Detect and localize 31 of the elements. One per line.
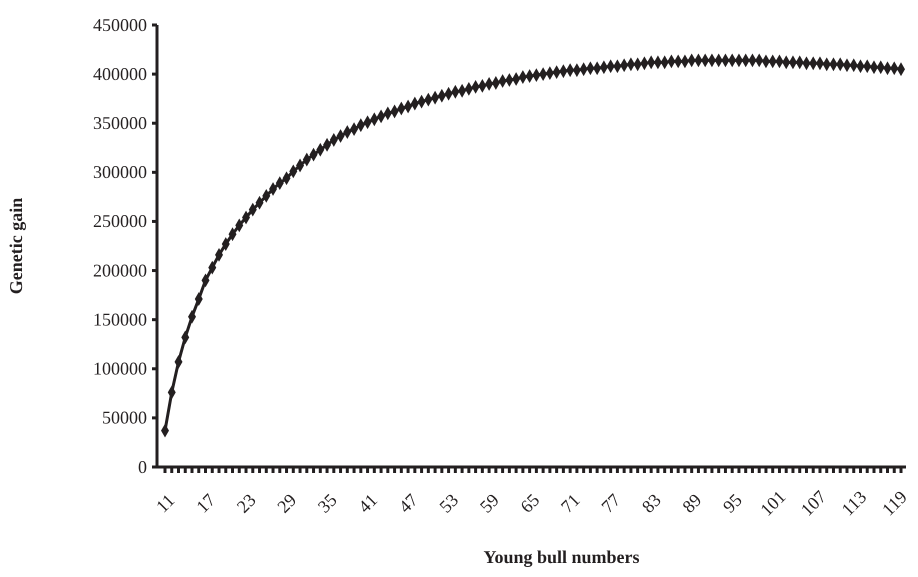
x-tick-label: 95 [718,490,746,517]
x-tick-label: 53 [435,490,462,517]
x-tick-label: 35 [314,490,341,517]
y-tick-label: 400000 [93,64,147,84]
x-tick-label: 77 [597,490,624,517]
x-tick-label: 83 [638,490,665,517]
x-tick-label: 119 [878,486,911,520]
x-tick-label: 101 [756,486,790,520]
x-tick-label: 23 [232,490,260,517]
x-tick-label: 29 [273,490,300,517]
x-tick-label: 113 [838,486,870,520]
y-tick-label: 250000 [93,211,147,232]
y-axis-title: Genetic gain [6,198,26,294]
y-tick-label: 0 [138,456,147,477]
x-tick-label: 17 [192,490,220,517]
x-tick-label: 71 [556,490,584,517]
y-tick-label: 450000 [93,14,147,35]
x-tick-label: 65 [516,490,544,517]
y-tick-label: 300000 [93,162,147,182]
x-tick-label: 11 [152,490,178,516]
x-tick-label: 89 [678,490,706,517]
x-tick-label: 59 [476,490,503,517]
x-tick-label: 41 [354,490,382,517]
x-tick-label: 107 [796,486,830,520]
y-tick-label: 150000 [93,309,147,330]
y-tick-label: 50000 [102,408,147,428]
y-tick-label: 350000 [93,112,147,133]
y-tick-label: 100000 [93,358,147,379]
x-axis-title: Young bull numbers [483,547,640,567]
y-tick-label: 200000 [93,260,147,280]
x-tick-label: 47 [394,490,422,517]
